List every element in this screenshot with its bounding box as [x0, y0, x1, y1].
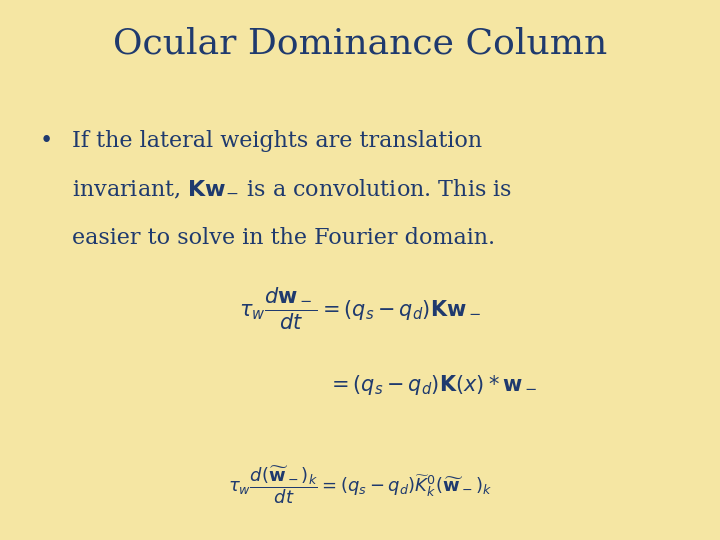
- Text: $= (q_s - q_d )\mathbf{K}(x) * \mathbf{w}_-$: $= (q_s - q_d )\mathbf{K}(x) * \mathbf{w…: [327, 373, 537, 396]
- Text: Ocular Dominance Column: Ocular Dominance Column: [113, 27, 607, 61]
- Text: •: •: [40, 130, 53, 152]
- Text: $\tau_w \dfrac{d\mathbf{w}_-}{dt} = (q_s - q_d )\mathbf{Kw}_-$: $\tau_w \dfrac{d\mathbf{w}_-}{dt} = (q_s…: [239, 286, 481, 332]
- Text: If the lateral weights are translation: If the lateral weights are translation: [72, 130, 482, 152]
- Text: easier to solve in the Fourier domain.: easier to solve in the Fourier domain.: [72, 227, 495, 249]
- Text: $\tau_w \dfrac{d(\widetilde{\mathbf{w}}_-)_k}{dt} = (q_s - q_d )\widetilde{K}^0_: $\tau_w \dfrac{d(\widetilde{\mathbf{w}}_…: [228, 464, 492, 506]
- Text: invariant, $\mathbf{Kw}_{-}$ is a convolution. This is: invariant, $\mathbf{Kw}_{-}$ is a convol…: [72, 178, 512, 201]
